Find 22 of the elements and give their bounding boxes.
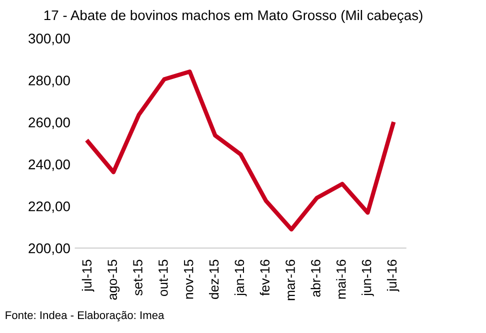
x-tick-label: mai-16	[336, 260, 346, 299]
line-series	[86, 70, 396, 232]
y-tick-label: 220,00	[28, 201, 70, 213]
y-tick-label: 200,00	[28, 243, 70, 255]
x-tick-label: jun-16	[362, 260, 374, 296]
source-note: Fonte: Indea - Elaboração: Imea	[6, 310, 164, 322]
x-tick-label: jul-16	[386, 260, 400, 292]
x-tick-label: jan-16	[234, 260, 247, 296]
x-tick-label: set-15	[133, 260, 142, 296]
x-tick-label: out-15	[158, 260, 168, 296]
x-tick-label: nov-15	[184, 260, 194, 299]
y-tick-label: 240,00	[28, 160, 70, 171]
x-tick-label: jul-15	[82, 260, 94, 292]
x-tick-label: mar-16	[286, 260, 295, 300]
x-tick-label: abr-16	[310, 260, 320, 297]
x-tick-label: ago-15	[108, 260, 120, 300]
chart-title: 17 - Abate de bovinos machos em Mato Grosso (Mil cabeças)	[44, 10, 422, 23]
x-tick-label: fev-16	[260, 260, 270, 296]
y-tick-label: 300,00	[28, 34, 70, 46]
y-tick-label: 280,00	[28, 76, 70, 88]
y-tick-label: 260,00	[28, 118, 70, 130]
x-tick-label: dez-15	[209, 260, 219, 299]
